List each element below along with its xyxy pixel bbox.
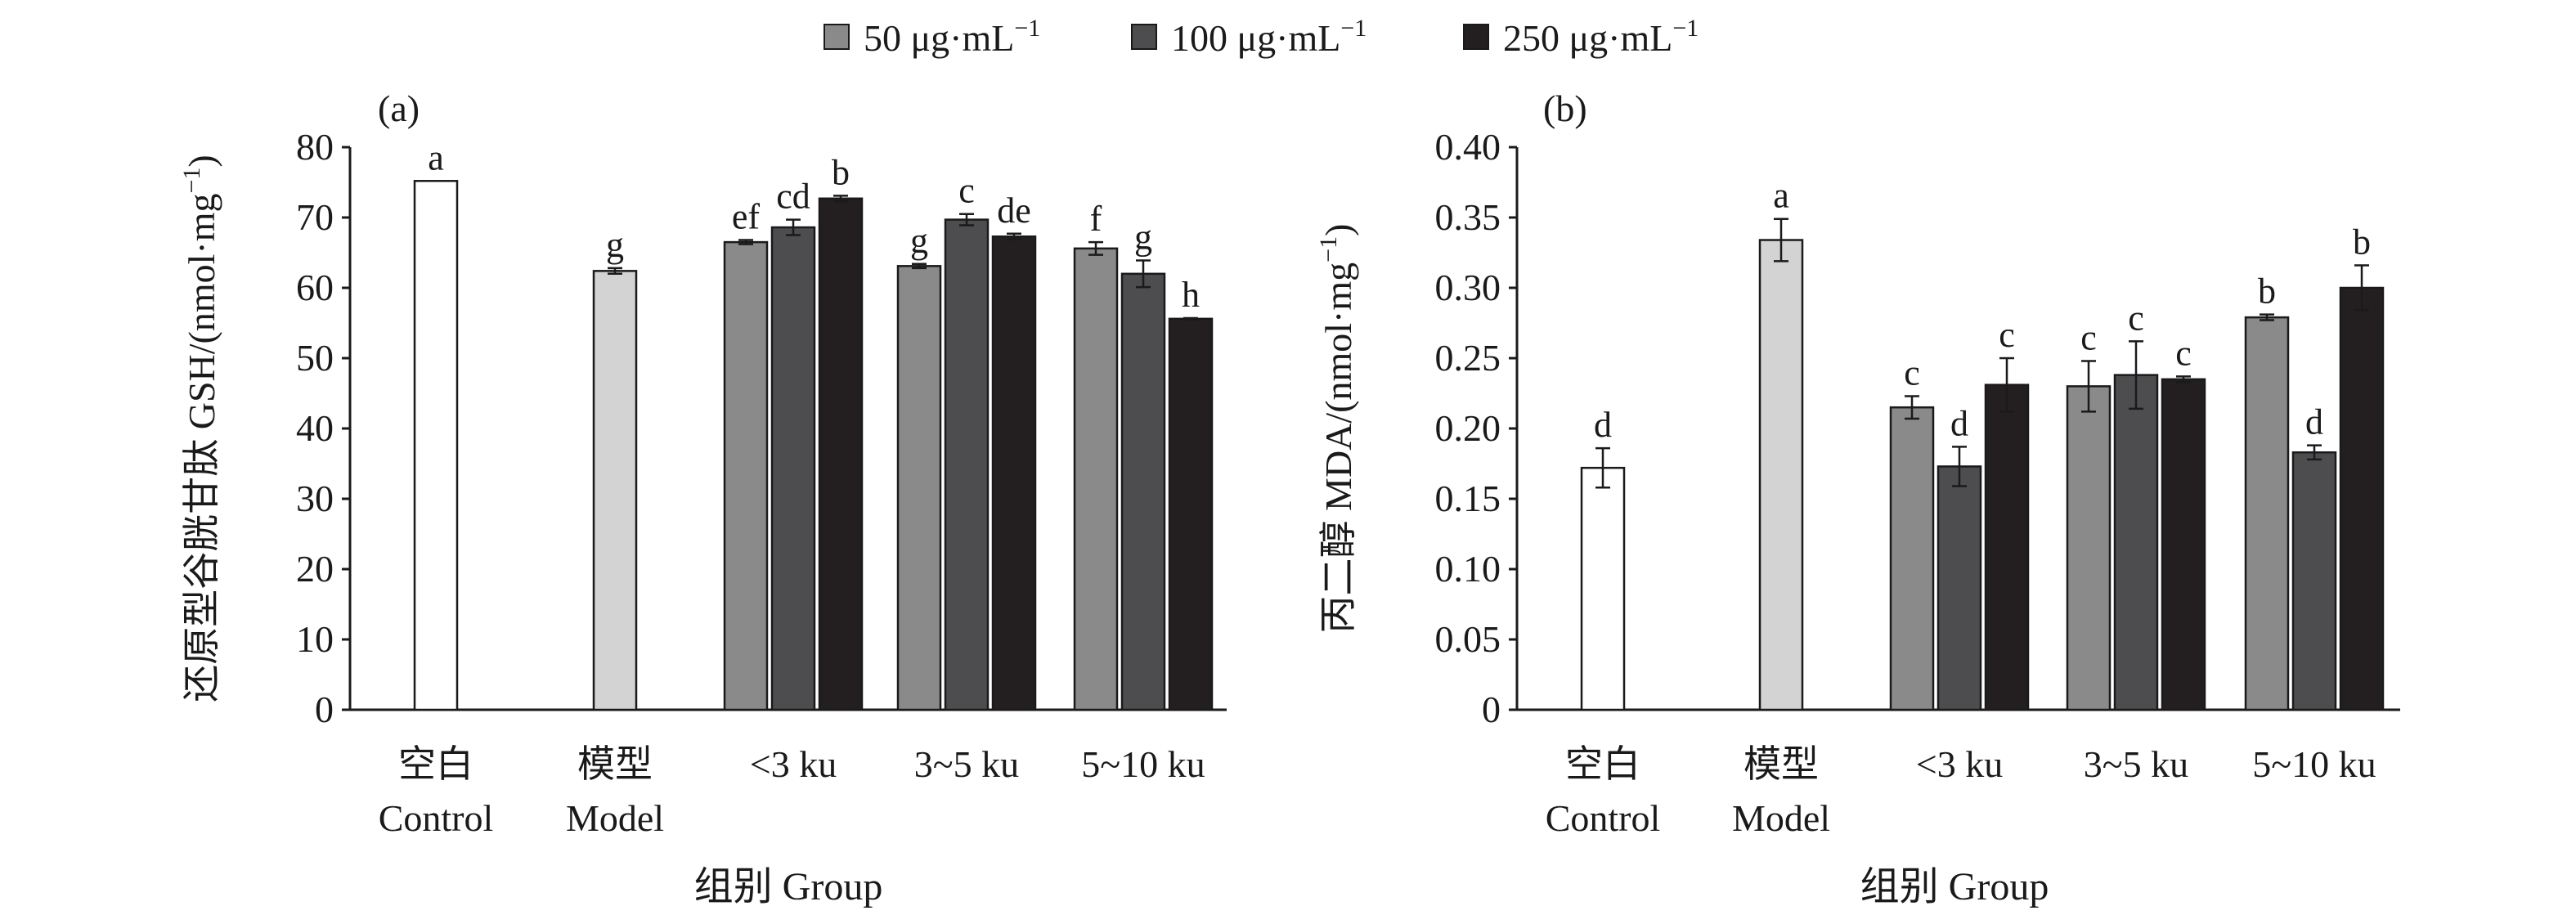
y-tick-label: 50 bbox=[296, 337, 334, 379]
bar bbox=[2244, 316, 2290, 711]
significance-label: c bbox=[2175, 333, 2192, 373]
bar bbox=[991, 235, 1037, 711]
legend-label: 50 μg·mL−1 bbox=[864, 15, 1040, 59]
y-tick-label: 0.10 bbox=[1435, 548, 1501, 590]
legend-swatch bbox=[824, 24, 850, 50]
y-axis-title: 还原型谷胱甘肽 GSH/(nmol·mg−1) bbox=[178, 155, 222, 702]
x-category-label-en: Control bbox=[379, 797, 494, 839]
bar bbox=[723, 240, 769, 711]
panel-a-gsh-chart: (a) 还原型谷胱甘肽 GSH/(nmol·mg−1) 0 10 20 30 40 50 60 7… bbox=[178, 87, 1227, 908]
bar bbox=[1120, 272, 1166, 711]
significance-label: c bbox=[958, 171, 975, 211]
significance-label: cd bbox=[776, 177, 810, 217]
y-tick-label: 0 bbox=[315, 689, 334, 730]
bar bbox=[944, 218, 990, 711]
bar bbox=[2113, 374, 2159, 711]
x-category-label: <3 ku bbox=[1916, 743, 2003, 785]
bar bbox=[896, 265, 942, 711]
legend-label: 100 μg·mL−1 bbox=[1171, 15, 1367, 59]
x-category-label-en: Control bbox=[1546, 797, 1661, 839]
legend-swatch bbox=[1463, 24, 1489, 50]
significance-label: a bbox=[428, 137, 444, 177]
bar bbox=[1580, 466, 1626, 711]
bar bbox=[2066, 385, 2112, 711]
x-axis-title: 组别 Group bbox=[1860, 865, 2049, 908]
y-tick-label: 80 bbox=[296, 126, 334, 168]
y-tick-label: 30 bbox=[296, 478, 334, 519]
legend-label: 250 μg·mL−1 bbox=[1503, 15, 1699, 59]
y-tick-label: 0 bbox=[1482, 689, 1501, 730]
significance-label: b bbox=[2353, 222, 2371, 262]
x-category-label: 5~10 ku bbox=[1081, 743, 1205, 785]
legend-item: 50 μg·mL−1 bbox=[824, 15, 1040, 59]
x-category-label: <3 ku bbox=[750, 743, 837, 785]
bar bbox=[413, 180, 459, 711]
y-tick-label: 20 bbox=[296, 548, 334, 590]
legend-item: 100 μg·mL−1 bbox=[1131, 15, 1367, 59]
y-tick-label: 0.30 bbox=[1435, 267, 1501, 308]
significance-label: c bbox=[2128, 298, 2144, 338]
bar bbox=[818, 197, 864, 711]
significance-label: g bbox=[1134, 217, 1152, 257]
y-tick-label: 40 bbox=[296, 407, 334, 449]
significance-label: c bbox=[1904, 352, 1920, 392]
panel-label: (a) bbox=[378, 87, 420, 129]
bar bbox=[2291, 451, 2337, 711]
x-category-label: 3~5 ku bbox=[2084, 743, 2188, 785]
legend-item: 250 μg·mL−1 bbox=[1463, 15, 1699, 59]
y-tick-label: 0.35 bbox=[1435, 196, 1501, 238]
x-category-label: 5~10 ku bbox=[2252, 743, 2376, 785]
significance-label: d bbox=[1594, 405, 1612, 445]
significance-label: b bbox=[2258, 271, 2276, 312]
bar bbox=[1758, 239, 1804, 711]
x-category-label-en: Model bbox=[1732, 797, 1830, 839]
significance-label: h bbox=[1182, 275, 1200, 315]
bar bbox=[2339, 286, 2385, 711]
bar bbox=[770, 226, 816, 711]
x-category-label-en: Model bbox=[566, 797, 664, 839]
panel-label: (b) bbox=[1543, 87, 1587, 129]
y-tick-label: 0.15 bbox=[1435, 478, 1501, 519]
significance-label: c bbox=[2080, 317, 2097, 357]
y-axis-title: 丙二醇 MDA/(nmol·mg−1) bbox=[1315, 224, 1359, 634]
bar bbox=[1936, 465, 1982, 711]
significance-label: g bbox=[606, 225, 624, 265]
bar bbox=[1889, 406, 1935, 711]
significance-label: g bbox=[910, 221, 928, 261]
x-category-label: 模型 bbox=[1744, 743, 1819, 785]
significance-label: d bbox=[2305, 402, 2323, 442]
significance-label: c bbox=[1999, 315, 2015, 355]
significance-label: d bbox=[1950, 403, 1968, 443]
y-tick-label: 10 bbox=[296, 618, 334, 660]
y-tick-label: 0.25 bbox=[1435, 337, 1501, 379]
y-tick-label: 70 bbox=[296, 196, 334, 238]
legend-swatch bbox=[1131, 24, 1157, 50]
x-category-label: 空白 bbox=[1565, 743, 1640, 785]
significance-label: a bbox=[1773, 176, 1789, 216]
x-axis-title: 组别 Group bbox=[694, 865, 883, 908]
y-tick-label: 0.40 bbox=[1435, 126, 1501, 168]
bar bbox=[2161, 378, 2206, 711]
significance-label: b bbox=[832, 152, 850, 192]
bar bbox=[1168, 317, 1214, 711]
bar bbox=[592, 270, 638, 711]
x-category-label: 3~5 ku bbox=[914, 743, 1019, 785]
legend: 50 μg·mL−1 100 μg·mL−1 250 μg·mL−1 bbox=[824, 15, 1699, 59]
y-tick-label: 0.05 bbox=[1435, 618, 1501, 660]
y-tick-label: 60 bbox=[296, 267, 334, 308]
x-category-label: 空白 bbox=[398, 743, 473, 785]
y-tick-label: 0.20 bbox=[1435, 407, 1501, 449]
bar bbox=[1073, 247, 1119, 711]
significance-label: ef bbox=[732, 197, 761, 237]
x-category-label: 模型 bbox=[577, 743, 653, 785]
significance-label: de bbox=[997, 191, 1031, 231]
panel-b-mda-chart: (b) 丙二醇 MDA/(nmol·mg−1) 0 0.05 0.10 0.15 0.20 0… bbox=[1315, 87, 2400, 908]
bar bbox=[1984, 384, 2030, 711]
significance-label: f bbox=[1090, 199, 1102, 239]
